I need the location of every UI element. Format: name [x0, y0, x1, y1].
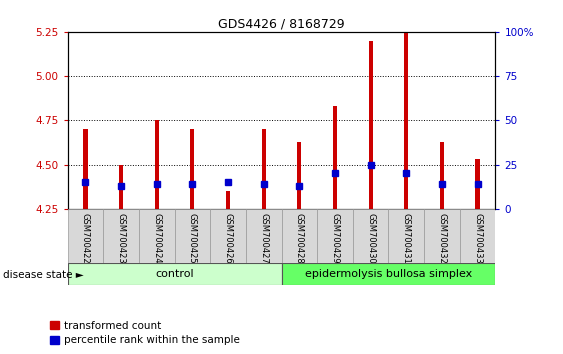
Bar — [297, 142, 301, 209]
Bar — [317, 209, 353, 264]
Bar — [476, 159, 480, 209]
Text: control: control — [155, 269, 194, 279]
Bar — [282, 209, 317, 264]
Title: GDS4426 / 8168729: GDS4426 / 8168729 — [218, 18, 345, 31]
Bar — [83, 129, 87, 209]
Bar — [369, 41, 373, 209]
Bar — [353, 209, 388, 264]
Text: GSM700425: GSM700425 — [188, 213, 197, 263]
Bar — [139, 209, 175, 264]
Text: disease state ►: disease state ► — [3, 270, 83, 280]
Text: GSM700431: GSM700431 — [402, 213, 411, 263]
Text: GSM700423: GSM700423 — [117, 213, 126, 263]
Bar — [226, 191, 230, 209]
Text: GSM700430: GSM700430 — [366, 213, 375, 263]
Bar — [440, 142, 444, 209]
Text: GSM700432: GSM700432 — [437, 213, 446, 263]
Bar — [175, 209, 210, 264]
Text: GSM700427: GSM700427 — [259, 213, 268, 263]
Bar — [404, 0, 408, 209]
Bar — [210, 209, 246, 264]
Bar — [282, 263, 495, 285]
Bar — [262, 129, 266, 209]
Text: GSM700433: GSM700433 — [473, 213, 482, 264]
Bar — [103, 209, 139, 264]
Text: GSM700426: GSM700426 — [224, 213, 233, 263]
Bar — [119, 165, 123, 209]
Text: GSM700422: GSM700422 — [81, 213, 90, 263]
Text: GSM700429: GSM700429 — [330, 213, 339, 263]
Text: GSM700428: GSM700428 — [295, 213, 304, 263]
Text: epidermolysis bullosa simplex: epidermolysis bullosa simplex — [305, 269, 472, 279]
Bar — [155, 120, 159, 209]
Bar — [68, 263, 282, 285]
Bar — [424, 209, 460, 264]
Bar — [388, 209, 424, 264]
Bar — [246, 209, 282, 264]
Bar — [190, 129, 194, 209]
Legend: transformed count, percentile rank within the sample: transformed count, percentile rank withi… — [50, 321, 240, 345]
Bar — [460, 209, 495, 264]
Bar — [333, 106, 337, 209]
Text: GSM700424: GSM700424 — [152, 213, 161, 263]
Bar — [68, 209, 103, 264]
